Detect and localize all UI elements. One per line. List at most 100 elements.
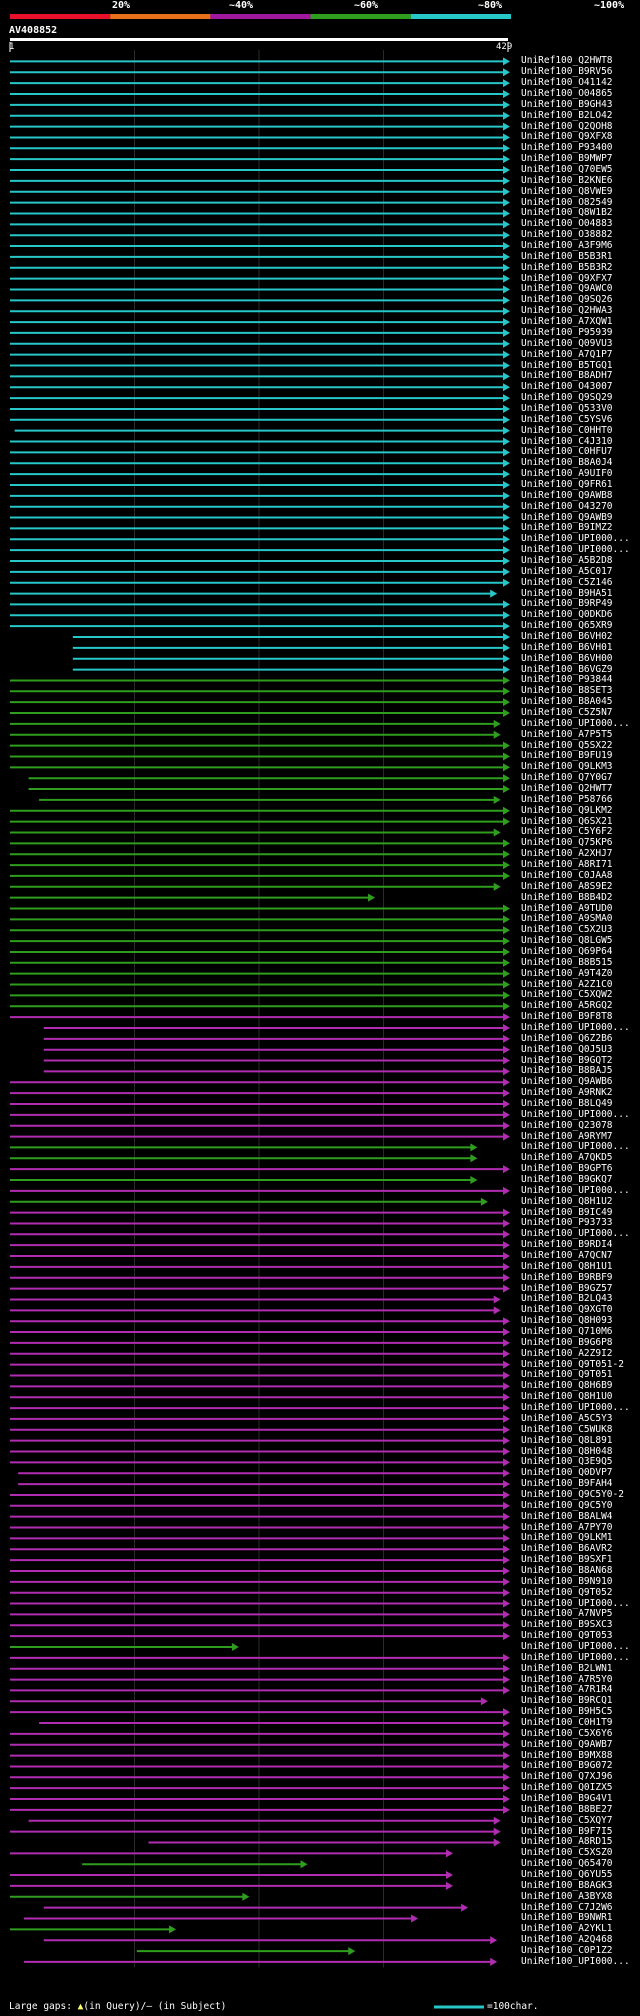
hit-label[interactable]: UniRef100_O38882	[521, 229, 613, 241]
hit-label[interactable]: UniRef100_UPI000...	[521, 717, 630, 729]
hit-label[interactable]: UniRef100_Q65470	[521, 1858, 613, 1870]
hit-label[interactable]: UniRef100_Q69P64	[521, 945, 613, 957]
hit-label[interactable]: UniRef100_Q9SQ26	[521, 294, 613, 306]
hit-label[interactable]: UniRef100_O04865	[521, 88, 613, 99]
hit-label[interactable]: UniRef100_B8BE27	[521, 1803, 613, 1815]
hit-label[interactable]: UniRef100_B9RV56	[521, 66, 613, 78]
hit-label[interactable]: UniRef100_P95939	[521, 326, 613, 338]
hit-label[interactable]: UniRef100_A8RI71	[521, 859, 613, 871]
hit-label[interactable]: UniRef100_B9FAH4	[521, 1478, 613, 1490]
hit-label[interactable]: UniRef100_B5B3R1	[521, 250, 613, 262]
hit-label[interactable]: UniRef100_Q9AWC0	[521, 283, 613, 295]
hit-label[interactable]: UniRef100_UPI000...	[521, 1141, 630, 1153]
hit-label[interactable]: UniRef100_Q23078	[521, 1119, 613, 1131]
hit-label[interactable]: UniRef100_Q8VWE9	[521, 185, 613, 197]
hit-label[interactable]: UniRef100_B9HA51	[521, 587, 613, 599]
hit-label[interactable]: UniRef100_Q0DVP7	[521, 1467, 613, 1479]
hit-label[interactable]: UniRef100_UPI000...	[521, 1184, 630, 1196]
hit-label[interactable]: UniRef100_A9TUD0	[521, 902, 613, 914]
hit-label[interactable]: UniRef100_UPI000...	[521, 544, 630, 556]
hit-label[interactable]: UniRef100_A7P5T5	[521, 728, 613, 740]
hit-label[interactable]: UniRef100_B6VGZ9	[521, 663, 613, 675]
hit-label[interactable]: UniRef100_Q75KP6	[521, 837, 613, 849]
hit-label[interactable]: UniRef100_Q9LKM3	[521, 761, 613, 773]
hit-label[interactable]: UniRef100_A2XHJ7	[521, 848, 613, 860]
hit-label[interactable]: UniRef100_B2KNE6	[521, 174, 613, 186]
hit-label[interactable]: UniRef100_B9MWP7	[521, 153, 613, 165]
hit-label[interactable]: UniRef100_Q8LGW5	[521, 935, 613, 947]
hit-label[interactable]: UniRef100_B9GKQ7	[521, 1174, 613, 1185]
hit-label[interactable]: UniRef100_Q9FR61	[521, 478, 613, 490]
hit-label[interactable]: UniRef100_A9UIF0	[521, 468, 613, 480]
hit-label[interactable]: UniRef100_C5XQY7	[521, 1814, 613, 1826]
hit-label[interactable]: UniRef100_B9RDI4	[521, 1239, 613, 1251]
hit-label[interactable]: UniRef100_A7QCN7	[521, 1250, 613, 1262]
hit-label[interactable]: UniRef100_Q6Z2B6	[521, 1032, 613, 1044]
hit-label[interactable]: UniRef100_P58766	[521, 793, 613, 805]
hit-label[interactable]: UniRef100_UPI000...	[521, 1402, 630, 1414]
hit-label[interactable]: UniRef100_Q9LKM2	[521, 804, 613, 816]
hit-label[interactable]: UniRef100_C5XQW2	[521, 989, 613, 1001]
hit-label[interactable]: UniRef100_B8AGK3	[521, 1879, 613, 1891]
hit-label[interactable]: UniRef100_O04883	[521, 218, 613, 230]
hit-label[interactable]: UniRef100_Q2QOH8	[521, 120, 613, 132]
hit-label[interactable]: UniRef100_B9G072	[521, 1760, 613, 1772]
hit-label[interactable]: UniRef100_A9SMA0	[521, 913, 613, 925]
hit-label[interactable]: UniRef100_Q9XGT0	[521, 1304, 613, 1316]
hit-label[interactable]: UniRef100_B2LO42	[521, 109, 613, 121]
hit-label[interactable]: UniRef100_Q7Y0G7	[521, 772, 613, 784]
hit-label[interactable]: UniRef100_C5WUK8	[521, 1423, 613, 1435]
hit-label[interactable]: UniRef100_Q8H1U2	[521, 1195, 613, 1207]
hit-label[interactable]: UniRef100_C5Z5N7	[521, 707, 613, 719]
hit-label[interactable]: UniRef100_C5X6Y6	[521, 1727, 613, 1739]
hit-label[interactable]: UniRef100_A9RYM7	[521, 1130, 613, 1142]
hit-label[interactable]: UniRef100_B5TGQ1	[521, 359, 613, 371]
hit-label[interactable]: UniRef100_B6VH02	[521, 631, 613, 642]
hit-label[interactable]: UniRef100_A7XQW1	[521, 316, 613, 328]
hit-label[interactable]: UniRef100_B9G6P8	[521, 1336, 613, 1348]
hit-label[interactable]: UniRef100_O82549	[521, 196, 613, 208]
hit-label[interactable]: UniRef100_B9GQT2	[521, 1054, 613, 1066]
hit-label[interactable]: UniRef100_B2LQ43	[521, 1293, 613, 1305]
hit-label[interactable]: UniRef100_B6VH01	[521, 641, 613, 653]
hit-label[interactable]: UniRef100_B8AN68	[521, 1564, 613, 1576]
hit-label[interactable]: UniRef100_A8RD15	[521, 1836, 613, 1848]
hit-label[interactable]: UniRef100_Q9AWB8	[521, 489, 613, 501]
hit-label[interactable]: UniRef100_Q8L891	[521, 1434, 613, 1446]
hit-label[interactable]: UniRef100_A2Z9I2	[521, 1347, 613, 1359]
hit-label[interactable]: UniRef100_Q9C5Y0	[521, 1499, 613, 1511]
hit-label[interactable]: UniRef100_Q8H6B9	[521, 1380, 613, 1392]
hit-label[interactable]: UniRef100_B2LWN1	[521, 1662, 613, 1674]
hit-label[interactable]: UniRef100_B9FU19	[521, 750, 613, 762]
hit-label[interactable]: UniRef100_Q65XR9	[521, 620, 613, 632]
hit-label[interactable]: UniRef100_B8A045	[521, 696, 613, 708]
hit-label[interactable]: UniRef100_B8B4D2	[521, 891, 613, 903]
hit-label[interactable]: UniRef100_B8ADH7	[521, 370, 613, 382]
hit-label[interactable]: UniRef100_Q9C5Y0-2	[521, 1488, 624, 1500]
hit-label[interactable]: UniRef100_A7PY70	[521, 1521, 613, 1533]
hit-label[interactable]: UniRef100_Q9T051-2	[521, 1358, 624, 1370]
hit-label[interactable]: UniRef100_Q8H1U1	[521, 1260, 613, 1272]
hit-label[interactable]: UniRef100_A3BYX8	[521, 1890, 613, 1902]
hit-label[interactable]: UniRef100_Q9T052	[521, 1586, 613, 1598]
hit-label[interactable]: UniRef100_Q0J5U3	[521, 1043, 613, 1055]
hit-label[interactable]: UniRef100_B9RP49	[521, 598, 613, 610]
hit-label[interactable]: UniRef100_A7NVP5	[521, 1608, 613, 1620]
hit-label[interactable]: UniRef100_UPI000...	[521, 1651, 630, 1663]
hit-label[interactable]: UniRef100_O43270	[521, 500, 613, 512]
hit-label[interactable]: UniRef100_B8SET3	[521, 685, 613, 697]
hit-label[interactable]: UniRef100_B9H5C5	[521, 1706, 613, 1718]
hit-label[interactable]: UniRef100_Q8H048	[521, 1445, 613, 1457]
hit-label[interactable]: UniRef100_C4J310	[521, 435, 613, 447]
hit-label[interactable]: UniRef100_P93844	[521, 674, 613, 686]
hit-label[interactable]: UniRef100_Q9T053	[521, 1630, 613, 1642]
hit-label[interactable]: UniRef100_A5B2D8	[521, 554, 613, 566]
hit-label[interactable]: UniRef100_UPI000...	[521, 1597, 630, 1609]
hit-label[interactable]: UniRef100_Q2HWT8	[521, 55, 613, 67]
hit-label[interactable]: UniRef100_A5C5Y3	[521, 1412, 613, 1424]
hit-label[interactable]: UniRef100_B9GPT6	[521, 1163, 613, 1175]
hit-label[interactable]: UniRef100_A2YKL1	[521, 1923, 613, 1935]
hit-label[interactable]: UniRef100_A2Q468	[521, 1934, 613, 1946]
hit-label[interactable]: UniRef100_Q533V0	[521, 402, 613, 414]
hit-label[interactable]: UniRef100_C5YSV6	[521, 413, 613, 425]
